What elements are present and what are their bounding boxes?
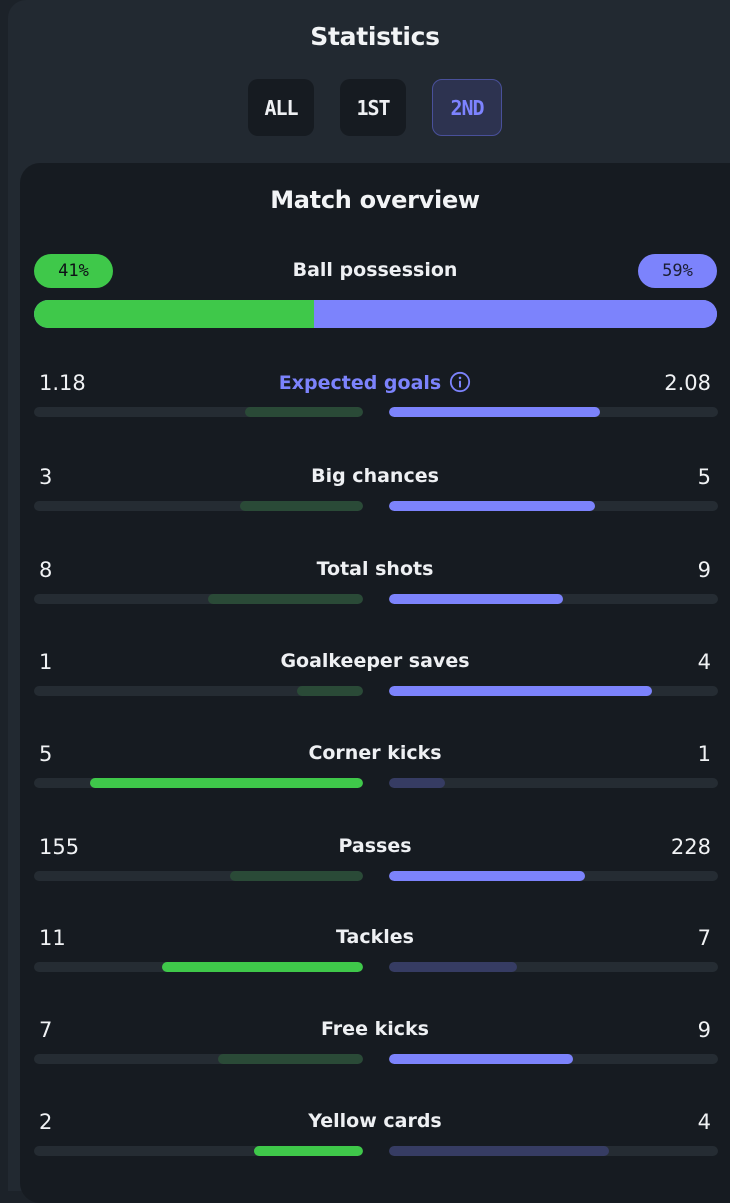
stat-row: 5 Corner kicks 1 xyxy=(0,742,730,802)
stat-label-wrap: Big chances xyxy=(0,465,730,487)
home-bar-track xyxy=(34,594,363,604)
stat-row: 8 Total shots 9 xyxy=(0,558,730,618)
stat-label: Total shots xyxy=(316,558,434,580)
away-bar-track xyxy=(389,1054,718,1064)
home-value: 7 xyxy=(39,1018,53,1042)
stat-label: Tackles xyxy=(336,926,414,948)
stat-label-wrap: Total shots xyxy=(0,558,730,580)
home-bar-track xyxy=(34,1146,363,1156)
home-bar-track xyxy=(34,501,363,511)
home-value: 155 xyxy=(39,835,80,859)
away-value: 228 xyxy=(670,835,711,859)
stat-row: 7 Free kicks 9 xyxy=(0,1018,730,1078)
home-possession-badge: 41% xyxy=(34,254,113,288)
stat-label: Yellow cards xyxy=(308,1110,442,1132)
stat-label-wrap: Goalkeeper saves xyxy=(0,650,730,672)
away-value: 9 xyxy=(697,558,711,582)
stat-label: Passes xyxy=(338,835,412,857)
home-bar-fill xyxy=(254,1146,363,1156)
home-value: 1 xyxy=(39,650,53,674)
panel-title: Statistics xyxy=(310,22,440,51)
stat-row: 3 Big chances 5 xyxy=(0,465,730,525)
home-bar-fill xyxy=(244,407,363,417)
away-bar-fill xyxy=(389,1146,610,1156)
home-bar-fill xyxy=(297,686,363,696)
stat-row: 2 Yellow cards 4 xyxy=(0,1110,730,1170)
away-bar-fill xyxy=(389,1054,574,1064)
tab-all[interactable]: ALL xyxy=(248,79,314,136)
home-value: 11 xyxy=(39,926,66,950)
away-bar-fill xyxy=(389,594,564,604)
away-value: 7 xyxy=(697,926,711,950)
home-value: 1.18 xyxy=(39,371,86,395)
stat-label-wrap: Corner kicks xyxy=(0,742,730,764)
stat-row: 155 Passes 228 xyxy=(0,835,730,895)
possession-bar-away xyxy=(314,300,717,328)
away-bar-track xyxy=(389,407,718,417)
stat-row: 11 Tackles 7 xyxy=(0,926,730,986)
away-bar-track xyxy=(389,778,718,788)
stat-label: Free kicks xyxy=(321,1018,429,1040)
away-value: 9 xyxy=(697,1018,711,1042)
home-bar-track xyxy=(34,686,363,696)
away-bar-track xyxy=(389,1146,718,1156)
away-possession-badge: 59% xyxy=(638,254,717,288)
home-bar-fill xyxy=(239,501,363,511)
section-title: Match overview xyxy=(270,186,480,214)
away-bar-track xyxy=(389,962,718,972)
away-bar-fill xyxy=(389,962,518,972)
home-bar-fill xyxy=(229,871,363,881)
tab-1st[interactable]: 1ST xyxy=(340,79,406,136)
stat-label-wrap: Free kicks xyxy=(0,1018,730,1040)
home-bar-fill xyxy=(162,962,363,972)
stat-row: 1.18 Expected goals 2.08 xyxy=(0,371,730,431)
away-bar-track xyxy=(389,501,718,511)
away-bar-track xyxy=(389,871,718,881)
stat-label: Expected goals xyxy=(278,372,442,394)
away-value: 2.08 xyxy=(664,371,711,395)
stat-label: Goalkeeper saves xyxy=(280,650,470,672)
stat-label: Corner kicks xyxy=(308,742,442,764)
stat-label-wrap: Passes xyxy=(0,835,730,857)
away-bar-track xyxy=(389,594,718,604)
possession-bar xyxy=(34,300,717,328)
away-bar-fill xyxy=(389,686,653,696)
home-bar-track xyxy=(34,778,363,788)
home-bar-track xyxy=(34,407,363,417)
stat-label: Big chances xyxy=(311,465,439,487)
home-bar-track xyxy=(34,1054,363,1064)
away-bar-fill xyxy=(389,778,445,788)
tab-2nd[interactable]: 2ND xyxy=(432,79,502,136)
stat-label-wrap[interactable]: Expected goals xyxy=(0,371,730,394)
home-bar-track xyxy=(34,962,363,972)
away-bar-fill xyxy=(389,407,600,417)
home-bar-fill xyxy=(218,1054,363,1064)
away-value: 5 xyxy=(697,465,711,489)
possession-bar-home xyxy=(34,300,315,328)
home-value: 8 xyxy=(39,558,53,582)
home-bar-fill xyxy=(89,778,363,788)
away-value: 1 xyxy=(697,742,711,766)
stat-label-wrap: Tackles xyxy=(0,926,730,948)
home-bar-fill xyxy=(208,594,363,604)
home-value: 3 xyxy=(39,465,53,489)
away-bar-fill xyxy=(389,871,585,881)
stat-row: 1 Goalkeeper saves 4 xyxy=(0,650,730,710)
away-value: 4 xyxy=(697,650,711,674)
possession-label: Ball possession xyxy=(292,259,458,281)
home-value: 2 xyxy=(39,1110,53,1134)
away-bar-fill xyxy=(389,501,595,511)
away-value: 4 xyxy=(697,1110,711,1134)
home-bar-track xyxy=(34,871,363,881)
stat-label-wrap: Yellow cards xyxy=(0,1110,730,1132)
home-value: 5 xyxy=(39,742,53,766)
away-bar-track xyxy=(389,686,718,696)
period-tabs: ALL 1ST 2ND xyxy=(248,79,502,136)
info-circle-icon[interactable] xyxy=(449,371,471,393)
match-overview-card xyxy=(20,163,730,1203)
